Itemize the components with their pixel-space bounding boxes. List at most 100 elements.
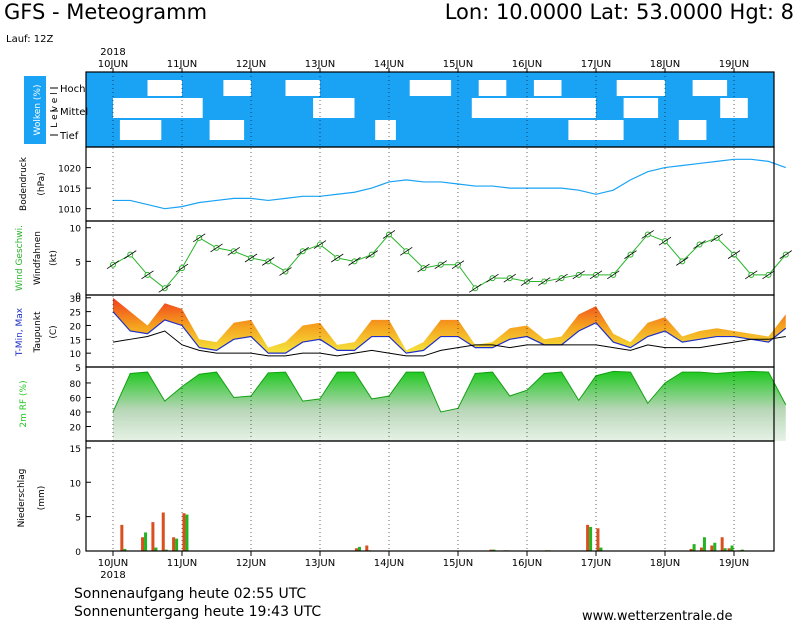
precip-bar-convective	[357, 546, 361, 551]
wind-barb	[676, 257, 689, 266]
precip-bar-convective	[164, 549, 168, 551]
precip-bar-rain	[354, 548, 358, 551]
precip-bar-rain	[596, 528, 600, 551]
cloud-ylabel: Wolken (%)	[33, 85, 43, 136]
temperature-tick-label: 10	[70, 350, 82, 360]
precip-bar-convective	[589, 526, 593, 551]
date-label-bottom: 18JUN	[650, 558, 680, 569]
wind-barb	[727, 250, 741, 259]
date-label-top: 16JUN	[512, 59, 542, 70]
cloud-gap	[375, 120, 396, 140]
date-label-top: 11JUN	[167, 59, 197, 70]
cloud-gap	[223, 80, 251, 96]
date-label-bottom: 10JUN	[98, 558, 128, 569]
pressure-tick-label: 1010	[58, 206, 81, 216]
wind-barb	[607, 270, 620, 280]
cloud-gap	[623, 98, 659, 118]
cloud-gap	[533, 80, 562, 96]
date-label-bottom: 15JUN	[443, 558, 473, 569]
panel-frame	[85, 146, 775, 222]
wind-barb	[745, 270, 758, 280]
model-run-label: Lauf: 12Z	[6, 34, 54, 45]
precip-bar-convective	[123, 548, 127, 551]
wind-barb	[417, 263, 430, 273]
temperature-ylabel: T-Min, Max	[15, 307, 25, 357]
cloud-gap	[113, 98, 203, 118]
wind-barb	[365, 250, 378, 259]
wind-barb	[693, 240, 706, 249]
panel-frame	[85, 220, 775, 296]
wind-barb	[141, 270, 154, 280]
precip-bar-convective	[723, 548, 727, 551]
pressure-unit-label: (hPa)	[37, 172, 47, 195]
wind-barb	[710, 233, 723, 243]
precip-ylabel: Niederschlag	[17, 469, 27, 528]
sunrise-text: Sonnenaufgang heute 02:55 UTC	[74, 586, 307, 602]
date-label-top: 18JUN	[650, 59, 680, 70]
temperature-band	[113, 297, 786, 354]
dewpoint-line	[112, 330, 786, 357]
cloud-level-label-tief: Tief	[59, 131, 79, 142]
humidity-line	[112, 370, 787, 413]
humidity-tick-label: 20	[70, 423, 82, 433]
wind-barb	[538, 277, 551, 286]
humidity-ylabel: 2m RF (%)	[19, 380, 29, 427]
site-credit: www.wetterzentrale.de	[582, 609, 733, 624]
precip-bar-convective	[740, 549, 744, 551]
precip-bar-rain	[720, 537, 724, 551]
cloud-level-label-hoch: Hoch	[60, 84, 85, 95]
humidity-tick-label: 60	[70, 394, 82, 404]
wind-tick-label: 10	[70, 225, 82, 235]
chart-title: GFS - Meteogramm	[4, 0, 208, 24]
wind-barb	[382, 230, 396, 239]
temperature-tick-label: 30	[70, 295, 82, 305]
precip-bar-convective	[175, 538, 179, 551]
cloud-gap	[471, 98, 596, 118]
year-label-bottom: 2018	[100, 570, 125, 581]
precip-bar-convective	[713, 542, 717, 551]
cloud-level-label-mittel: Mittel	[60, 107, 88, 118]
wind-barb	[158, 283, 171, 293]
wind-barb	[400, 246, 413, 256]
pressure-tick-label: 1015	[58, 185, 81, 195]
cloud-gap	[313, 98, 355, 118]
location-info: Lon: 10.0000 Lat: 53.0000 Hgt: 8	[444, 0, 794, 24]
precip-bar-rain	[489, 549, 493, 551]
wind-barb	[434, 260, 447, 270]
date-label-bottom: 17JUN	[581, 558, 611, 569]
date-label-top: 13JUN	[305, 59, 335, 70]
precip-bar-rain	[586, 524, 590, 551]
precip-bar-convective	[492, 549, 496, 551]
wind-barbs-label: Windfahnen	[33, 231, 43, 285]
precip-bar-rain	[699, 547, 703, 551]
pressure-ylabel: Bodendruck	[19, 156, 29, 211]
wind-unit-label: (kt)	[49, 250, 59, 266]
precip-bar-rain	[141, 537, 145, 551]
wind-barb	[210, 243, 223, 253]
wind-barb	[503, 273, 516, 283]
precip-bar-rain	[161, 512, 165, 551]
temperature-tick-label: 20	[70, 322, 82, 332]
wind-barb	[555, 273, 568, 283]
cloud-gap	[616, 80, 665, 96]
date-label-top: 14JUN	[374, 59, 404, 70]
wind-barb	[124, 250, 137, 259]
precip-bar-rain	[710, 545, 714, 551]
cloud-gap	[209, 120, 245, 140]
precip-bar-convective	[730, 545, 734, 551]
precip-tick-label: 5	[75, 514, 81, 524]
wind-barb	[296, 246, 309, 256]
date-label-top: 10JUN	[98, 59, 128, 70]
wind-barb	[572, 270, 585, 280]
year-label-top: 2018	[100, 47, 125, 58]
cloud-gap	[285, 80, 320, 96]
wind-barb	[227, 246, 240, 256]
date-label-top: 15JUN	[443, 59, 473, 70]
precip-bar-rain	[727, 548, 731, 551]
wind-barb	[469, 283, 482, 293]
wind-barb	[244, 253, 258, 263]
wind-barb	[641, 230, 654, 239]
panel-frame	[85, 440, 775, 552]
date-label-top: 12JUN	[236, 59, 266, 70]
cloud-level-axis-label: L e v e l	[50, 92, 60, 127]
